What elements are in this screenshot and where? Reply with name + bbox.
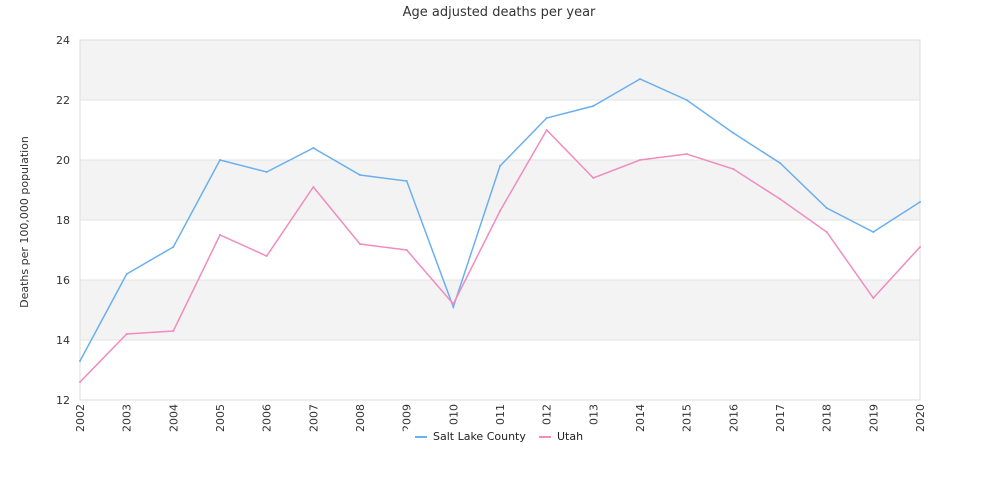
- x-tick-label: 2017: [774, 404, 787, 432]
- x-tick-label: 2002: [74, 404, 87, 432]
- data-point: [639, 159, 641, 161]
- chart-title: Age adjusted deaths per year: [403, 5, 596, 20]
- data-point: [172, 330, 175, 332]
- x-tick-label: 2003: [121, 404, 134, 432]
- data-point: [639, 78, 641, 80]
- y-tick-label: 22: [56, 94, 70, 107]
- data-point: [779, 198, 781, 200]
- data-point: [125, 333, 128, 335]
- data-point: [592, 177, 595, 179]
- x-tick-label: 2016: [727, 404, 740, 432]
- x-tick-label: 2006: [261, 404, 274, 432]
- y-tick-label: 12: [56, 394, 70, 407]
- y-tick-label: 20: [56, 154, 70, 167]
- x-tick-label: 2018: [821, 404, 834, 432]
- x-tick-label: 2008: [354, 404, 367, 432]
- data-point: [732, 168, 735, 170]
- data-point: [265, 171, 268, 173]
- x-tick-label: 2015: [681, 404, 694, 432]
- y-tick-label: 16: [56, 274, 70, 287]
- data-point: [499, 165, 501, 167]
- x-tick-label: 2012: [541, 404, 554, 432]
- data-point: [919, 201, 921, 203]
- data-point: [685, 153, 688, 155]
- data-point: [79, 381, 81, 383]
- x-tick-label: 2011: [494, 404, 507, 432]
- data-point: [219, 234, 221, 236]
- data-point: [592, 105, 595, 107]
- data-point: [825, 231, 828, 233]
- data-point: [265, 255, 268, 257]
- data-point: [172, 246, 175, 248]
- x-tick-label: 2020: [914, 404, 927, 432]
- data-point: [125, 273, 128, 275]
- data-point: [685, 99, 688, 101]
- x-tick-label: 2009: [401, 404, 414, 432]
- y-tick-label: 18: [56, 214, 70, 227]
- x-tick-label: 2014: [634, 404, 647, 432]
- data-point: [545, 129, 548, 131]
- x-tick-label: 2013: [587, 404, 600, 432]
- grid-band: [80, 280, 920, 340]
- data-point: [825, 207, 828, 209]
- data-point: [452, 303, 455, 305]
- data-point: [405, 180, 408, 182]
- data-point: [499, 210, 501, 212]
- x-tick-label: 2019: [867, 404, 880, 432]
- data-point: [732, 132, 735, 134]
- x-tick-label: 2010: [447, 404, 460, 432]
- legend-item[interactable]: Utah: [539, 430, 583, 443]
- y-tick-label: 14: [56, 334, 70, 347]
- data-point: [359, 174, 361, 176]
- legend-item[interactable]: Salt Lake County: [415, 430, 526, 443]
- x-tick-label: 2007: [307, 404, 320, 432]
- data-point: [359, 243, 361, 245]
- data-point: [219, 159, 221, 161]
- data-point: [779, 162, 781, 164]
- grid-band: [80, 40, 920, 100]
- data-point: [872, 231, 875, 233]
- data-point: [919, 246, 921, 248]
- y-tick-label: 24: [56, 34, 70, 47]
- legend-background: [408, 426, 598, 446]
- x-tick-label: 2005: [214, 404, 227, 432]
- data-point: [452, 306, 455, 308]
- data-point: [312, 147, 315, 149]
- legend-label: Utah: [557, 430, 583, 443]
- x-tick-label: 2004: [167, 404, 180, 432]
- plot-border: [79, 39, 921, 401]
- data-point: [312, 186, 315, 188]
- legend-label: Salt Lake County: [433, 430, 526, 443]
- data-point: [545, 117, 548, 119]
- y-axis-label: Deaths per 100,000 population: [18, 136, 31, 308]
- data-point: [872, 297, 875, 299]
- data-point: [79, 360, 81, 362]
- data-point: [405, 249, 408, 251]
